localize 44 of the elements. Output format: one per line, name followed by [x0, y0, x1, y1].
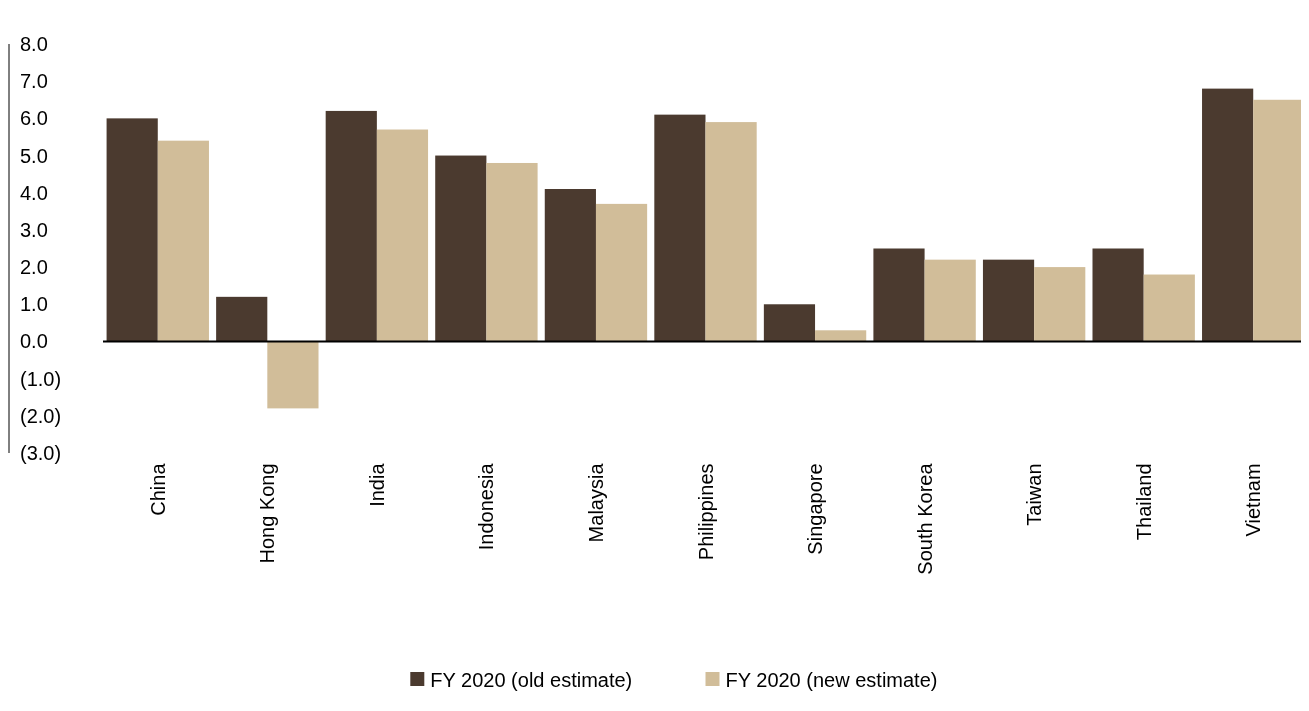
bar: [106, 118, 158, 342]
y-tick-label: (3.0): [20, 442, 62, 464]
bar: [376, 129, 429, 342]
y-tick-label: 8.0: [20, 33, 48, 55]
bar: [435, 155, 487, 342]
x-tick-label: South Korea: [913, 462, 936, 575]
x-tick-label: India: [365, 462, 388, 507]
bar: [705, 122, 757, 342]
bar: [1034, 267, 1086, 342]
bar: [325, 110, 377, 342]
y-tick-label: 1.0: [20, 293, 48, 316]
bar: [982, 259, 1035, 342]
x-tick-label: Singapore: [804, 463, 827, 555]
y-tick-label: 6.0: [20, 107, 48, 130]
y-tick-label: 7.0: [20, 70, 48, 93]
y-tick-label: (1.0): [20, 367, 62, 390]
x-tick-label: Hong Kong: [256, 463, 279, 564]
y-tick-label: 5.0: [20, 144, 48, 167]
x-tick-label: Malaysia: [584, 462, 607, 543]
y-tick-label: (2.0): [20, 404, 62, 427]
x-tick-label: China: [146, 462, 169, 516]
x-tick-label: Indonesia: [475, 462, 498, 551]
x-tick-label: Philippines: [694, 463, 717, 561]
x-tick-label: Vietnam: [1242, 463, 1265, 537]
x-tick-label: Thailand: [1132, 463, 1155, 541]
bar: [216, 296, 268, 342]
bar: [157, 140, 209, 342]
bar: [873, 248, 925, 342]
y-tick-label: 2.0: [20, 256, 48, 279]
legend-label: FY 2020 (new estimate): [725, 669, 938, 691]
x-tick-label: Taiwan: [1023, 463, 1046, 526]
bar: [654, 114, 706, 342]
bar: [486, 162, 538, 342]
bar: [595, 203, 648, 342]
y-tick-label: 0.0: [20, 330, 48, 353]
bar: [763, 304, 816, 342]
bar: [924, 259, 976, 342]
y-tick-label: 3.0: [20, 218, 48, 241]
bar: [544, 189, 596, 342]
legend-label: FY 2020 (old estimate): [430, 669, 633, 691]
bar: [1092, 248, 1144, 342]
y-tick-label: 4.0: [20, 181, 48, 204]
bar: [267, 341, 319, 409]
bar: [1143, 274, 1195, 342]
